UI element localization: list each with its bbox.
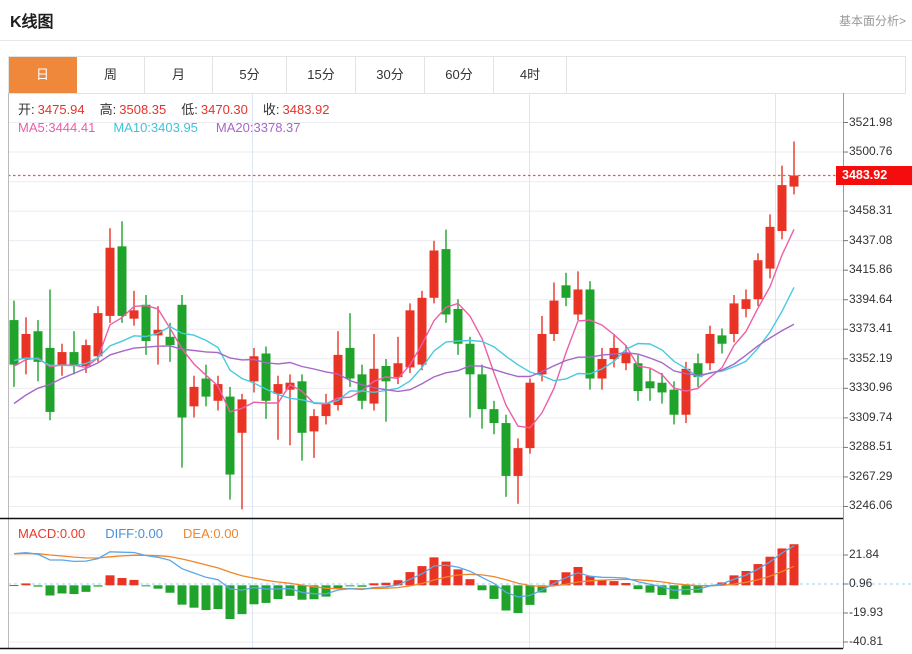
- price-axis-tick-label: 3288.51: [849, 439, 893, 454]
- ma-legend: MA5:3444.41 MA10:3403.95 MA20:3378.37: [18, 120, 301, 135]
- legend-item: DIFF:0.00: [105, 526, 164, 541]
- price-axis-tick-label: 3437.08: [849, 232, 893, 247]
- interval-tab-bar: 日周月 5分 15分 30分 60分 4时: [8, 56, 906, 94]
- current-price-tag: 3483.92: [836, 165, 912, 185]
- price-axis-tick-label: 3500.76: [849, 144, 893, 159]
- legend-item: 低: 3470.30: [181, 102, 248, 117]
- legend-item: MA5:3444.41: [18, 120, 96, 135]
- price-axis-tick-label: 3521.98: [849, 114, 893, 129]
- price-axis-tick-label: 3267.29: [849, 468, 893, 483]
- price-axis-tick-label: 3246.06: [849, 498, 893, 513]
- page-title: K线图: [10, 14, 54, 31]
- tab-4时[interactable]: 4时: [494, 57, 567, 93]
- tab-月[interactable]: 月: [145, 57, 213, 93]
- legend-item: 收: 3483.92: [262, 102, 330, 117]
- tab-5分[interactable]: 5分: [213, 57, 287, 93]
- ohlc-readout: 开: 3475.94 高: 3508.35 低: 3470.30 收: 3483.92: [18, 99, 330, 118]
- tab-15分[interactable]: 15分: [287, 57, 356, 93]
- legend-item: MA20:3378.37: [215, 120, 301, 135]
- tab-60分[interactable]: 60分: [425, 57, 494, 93]
- price-axis-tick-label: 3373.41: [849, 321, 893, 336]
- price-axis-tick-label: 3309.74: [849, 409, 893, 424]
- macd-axis-tick-label: 21.84: [849, 547, 880, 561]
- macd-axis-tick-label: -19.93: [849, 605, 884, 619]
- legend-item: 高: 3508.35: [99, 102, 167, 117]
- macd-legend: MACD:0.00 DIFF:0.00 DEA:0.00: [18, 526, 239, 541]
- legend-item: MACD:0.00: [18, 526, 86, 541]
- price-axis-tick-label: 3458.31: [849, 203, 893, 218]
- tab-周[interactable]: 周: [77, 57, 145, 93]
- title-divider: [0, 40, 912, 41]
- price-axis-tick-label: 3330.96: [849, 380, 893, 395]
- tab-30分[interactable]: 30分: [356, 57, 425, 93]
- price-axis-tick-label: 3415.86: [849, 262, 893, 277]
- price-axis-tick-label: 3394.64: [849, 291, 893, 306]
- macd-axis-tick-label: -40.81: [849, 633, 884, 648]
- legend-item: 开: 3475.94: [18, 102, 85, 117]
- legend-item: DEA:0.00: [183, 526, 239, 541]
- macd-axis-tick-label: 0.96: [849, 576, 873, 590]
- fundamental-analysis-link[interactable]: 基本面分析>: [838, 14, 906, 28]
- legend-item: MA10:3403.95: [113, 120, 198, 135]
- price-axis-tick-label: 3352.19: [849, 350, 893, 365]
- tab-日[interactable]: 日: [9, 57, 77, 93]
